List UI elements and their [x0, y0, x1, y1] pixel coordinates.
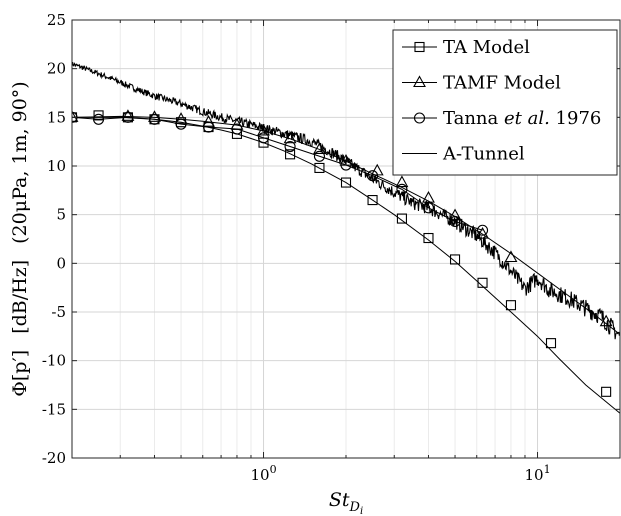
y-axis-label-right: (20μPa, 1m, 90°) — [9, 81, 31, 244]
y-axis-label-left: Φ[p′] — [9, 350, 31, 397]
legend-item-tamf-model: TAMF Model — [402, 73, 561, 94]
marker-square — [340, 177, 352, 188]
marker-triangle — [202, 115, 215, 127]
y-tick-label: 15 — [47, 108, 66, 126]
marker-square — [314, 162, 325, 173]
series-line-ta-model — [72, 116, 620, 414]
series-line-a-tunnel — [72, 61, 620, 340]
marker-square — [367, 195, 378, 206]
y-axis-label-text: Φ[p′] [dB/Hz] (20μPa, 1m, 90°) — [9, 81, 31, 396]
marker-circle — [175, 118, 187, 130]
marker-square — [477, 277, 488, 288]
y-tick-label: -5 — [51, 303, 66, 321]
marker-square — [449, 254, 461, 265]
y-tick-label: 20 — [47, 60, 66, 78]
marker-square — [414, 41, 425, 53]
marker-square — [545, 338, 557, 349]
legend-item-ta-model: TA Model — [402, 37, 530, 58]
legend: TA Model TAMF Model Tanna et al. 1976 A-Tun… — [392, 29, 618, 176]
marker-triangle — [148, 110, 161, 122]
marker-circle — [93, 113, 105, 125]
marker-square — [93, 110, 104, 121]
legend-label-a-tunnel: A-Tunnel — [442, 144, 525, 165]
x-axis-label: StDi — [329, 489, 363, 516]
marker-circle — [284, 140, 296, 153]
legend-label-ta-model: TA Model — [443, 37, 530, 58]
marker-triangle — [283, 131, 297, 144]
series-line-tanna-et-al-1976 — [72, 116, 483, 231]
marker-circle — [257, 132, 270, 144]
marker-square — [423, 232, 434, 244]
marker-triangle — [504, 250, 518, 263]
legend-label-tamf-model: TAMF Model — [443, 73, 561, 94]
series-group — [72, 61, 620, 414]
legend-item-tanna-et-al-1976: Tanna et al. 1976 — [402, 108, 601, 129]
marker-square — [601, 386, 612, 397]
x-tick-label: 100 — [250, 463, 276, 484]
marker-triangle — [174, 112, 188, 124]
marker-circle — [231, 123, 243, 135]
marker-triangle — [395, 175, 409, 188]
legend-box — [392, 29, 618, 176]
marker-triangle — [72, 110, 79, 122]
marker-circle — [122, 111, 134, 123]
y-tick-label: 10 — [47, 157, 66, 175]
ticks: -20 -15 -10 -5 0 5 10 15 20 25 100 101 — [42, 11, 621, 484]
marker-square — [505, 300, 517, 311]
marker-triangle — [121, 109, 135, 121]
x-axis-label-sub: D — [349, 500, 361, 515]
series-layer — [72, 61, 620, 414]
legend-item-a-tunnel: A-Tunnel — [402, 144, 525, 165]
y-tick-label: 25 — [47, 11, 66, 29]
legend-label-tanna-et-al-1976: Tanna et al. 1976 — [443, 108, 601, 129]
y-tick-label: -15 — [42, 400, 66, 418]
x-axis-label-subsub: i — [360, 506, 363, 516]
marker-circle — [313, 150, 325, 162]
marker-circle — [413, 112, 426, 124]
marker-square — [396, 213, 407, 224]
y-tick-label: 0 — [56, 254, 66, 272]
x-tick-label: 101 — [524, 463, 550, 484]
x-axis-label-main: St — [329, 489, 350, 511]
marker-circle — [148, 113, 161, 125]
marker-triangle — [413, 75, 426, 88]
y-axis-label-mid: [dB/Hz] — [9, 260, 31, 334]
y-tick-label: -10 — [42, 352, 66, 370]
marker-square — [285, 149, 296, 160]
marker-circle — [202, 121, 215, 133]
y-tick-label: 5 — [56, 206, 66, 224]
marker-circle — [476, 224, 489, 236]
series-a-tunnel — [72, 61, 620, 340]
y-axis-label: Φ[p′] [dB/Hz] (20μPa, 1m, 90°) — [9, 81, 31, 396]
y-tick-label: -20 — [42, 449, 66, 467]
